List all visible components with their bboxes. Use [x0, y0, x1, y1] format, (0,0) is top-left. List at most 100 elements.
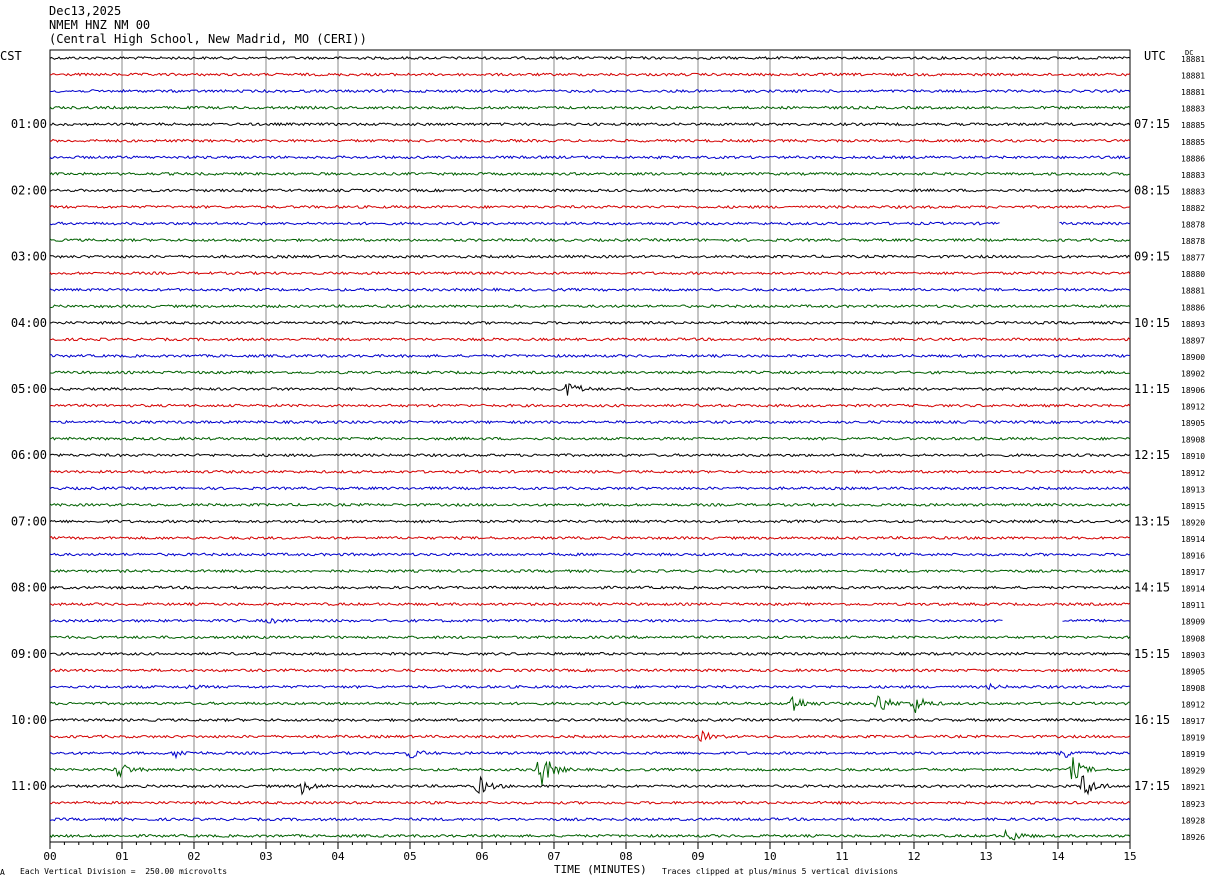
seismic-trace: [49, 337, 1131, 342]
dc-offset-label: 18917: [1181, 717, 1205, 726]
right-hour-label: 10:15: [1134, 316, 1170, 330]
x-tick-label: 06: [475, 850, 488, 863]
dc-offset-label: 18883: [1181, 171, 1205, 180]
dc-offset-label: 18886: [1181, 154, 1205, 163]
seismic-trace: [49, 403, 1131, 408]
dc-offset-label: 18926: [1181, 833, 1205, 842]
dc-offset-label: 18921: [1181, 783, 1205, 792]
left-hour-label: 06:00: [11, 448, 47, 462]
dc-offset-label: 18881: [1181, 72, 1205, 81]
seismic-trace: [49, 585, 1131, 590]
x-tick-label: 15: [1123, 850, 1136, 863]
dc-offset-label: 18878: [1181, 221, 1205, 230]
dc-offset-label: 18905: [1181, 667, 1205, 676]
plot-frame: [49, 49, 1131, 843]
x-tick-label: 05: [403, 850, 416, 863]
dc-offset-label: 18919: [1181, 734, 1205, 743]
right-hour-label: 08:15: [1134, 183, 1170, 197]
corner-mark: A: [0, 868, 5, 877]
dc-offset-label: 18928: [1181, 816, 1205, 825]
seismic-trace: [49, 730, 1131, 743]
plot-date: Dec13,2025: [49, 4, 122, 18]
seismic-trace: [49, 601, 1131, 607]
seismic-trace: [49, 486, 1131, 491]
dc-offset-label: 18905: [1181, 419, 1205, 428]
dc-offset-label: 18900: [1181, 353, 1205, 362]
seismic-trace: [49, 519, 1131, 524]
seismic-trace: [50, 617, 1131, 625]
station-location: (Central High School, New Madrid, MO (CE…: [49, 32, 367, 46]
seismic-trace: [49, 695, 1130, 713]
seismic-trace: [49, 436, 1131, 441]
right-hour-label: 11:15: [1134, 382, 1170, 396]
dc-offset-label: 18881: [1181, 88, 1205, 97]
x-tick-label: 12: [907, 850, 920, 863]
dc-offset-label: 18886: [1181, 303, 1205, 312]
dc-offset-label: 18908: [1181, 634, 1205, 643]
seismic-trace: [49, 171, 1131, 176]
seismic-trace: [49, 88, 1131, 94]
left-timezone-label: CST: [0, 49, 22, 63]
dc-offset-label: 18923: [1181, 800, 1205, 809]
seismic-trace: [49, 188, 1131, 193]
dc-offset-label: 18920: [1181, 518, 1205, 527]
dc-offset-label: 18883: [1181, 187, 1205, 196]
clip-note: Traces clipped at plus/minus 5 vertical …: [662, 867, 899, 876]
seismic-trace: [49, 775, 1131, 796]
seismic-trace: [49, 254, 1131, 259]
dc-offset-label: 18906: [1181, 386, 1205, 395]
dc-offset-label: 18910: [1181, 452, 1205, 461]
seismic-trace: [49, 383, 1131, 396]
dc-offset-label: 18908: [1181, 436, 1205, 445]
seismic-trace: [49, 651, 1131, 657]
seismic-trace: [49, 105, 1131, 110]
seismic-trace: [49, 122, 1131, 127]
seismic-trace: [49, 552, 1131, 557]
dc-offset-label: 18877: [1181, 254, 1205, 263]
seismic-trace: [49, 287, 1131, 293]
dc-offset-label: 18878: [1181, 237, 1205, 246]
dc-offset-label: 18916: [1181, 552, 1205, 561]
seismic-trace: [49, 370, 1131, 375]
seismic-trace: [49, 535, 1131, 541]
x-tick-label: 03: [259, 850, 272, 863]
right-timezone-label: UTC: [1144, 49, 1166, 63]
seismic-trace: [49, 72, 1131, 77]
dc-offset-label: 18919: [1181, 750, 1205, 759]
seismic-trace: [50, 304, 1131, 309]
x-tick-label: 07: [547, 850, 560, 863]
seismic-trace: [49, 55, 1131, 61]
dc-offset-label: 18902: [1181, 369, 1205, 378]
x-tick-label: 13: [979, 850, 992, 863]
x-tick-label: 02: [187, 850, 200, 863]
dc-offset-label: 18912: [1181, 469, 1205, 478]
left-hour-label: 08:00: [11, 581, 47, 595]
dc-offset-label: 18885: [1181, 138, 1205, 147]
seismic-trace: [49, 828, 1131, 841]
seismic-trace: [49, 800, 1131, 805]
right-hour-label: 15:15: [1134, 647, 1170, 661]
seismic-trace: [49, 817, 1131, 822]
left-hour-label: 05:00: [11, 382, 47, 396]
seismic-trace: [49, 138, 1131, 143]
right-hour-label: 12:15: [1134, 448, 1170, 462]
right-hour-label: 14:15: [1134, 581, 1170, 595]
right-hour-label: 13:15: [1134, 514, 1170, 528]
dc-offset-label: 18881: [1181, 287, 1205, 296]
seismic-trace: [49, 502, 1131, 507]
seismic-trace: [49, 221, 1131, 226]
left-hour-label: 09:00: [11, 647, 47, 661]
seismic-trace: [49, 757, 1130, 786]
seismic-trace: [49, 668, 1131, 673]
seismic-trace: [49, 717, 1131, 723]
seismic-trace: [49, 568, 1130, 574]
left-hour-label: 10:00: [11, 713, 47, 727]
dc-offset-label: 18883: [1181, 105, 1205, 114]
dc-offset-header: DC: [1185, 49, 1194, 57]
left-hour-label: 01:00: [11, 117, 47, 131]
dc-offset-label: 18929: [1181, 767, 1205, 776]
x-tick-label: 00: [43, 850, 56, 863]
dc-offset-label: 18912: [1181, 403, 1205, 412]
dc-offset-label: 18881: [1181, 55, 1205, 64]
